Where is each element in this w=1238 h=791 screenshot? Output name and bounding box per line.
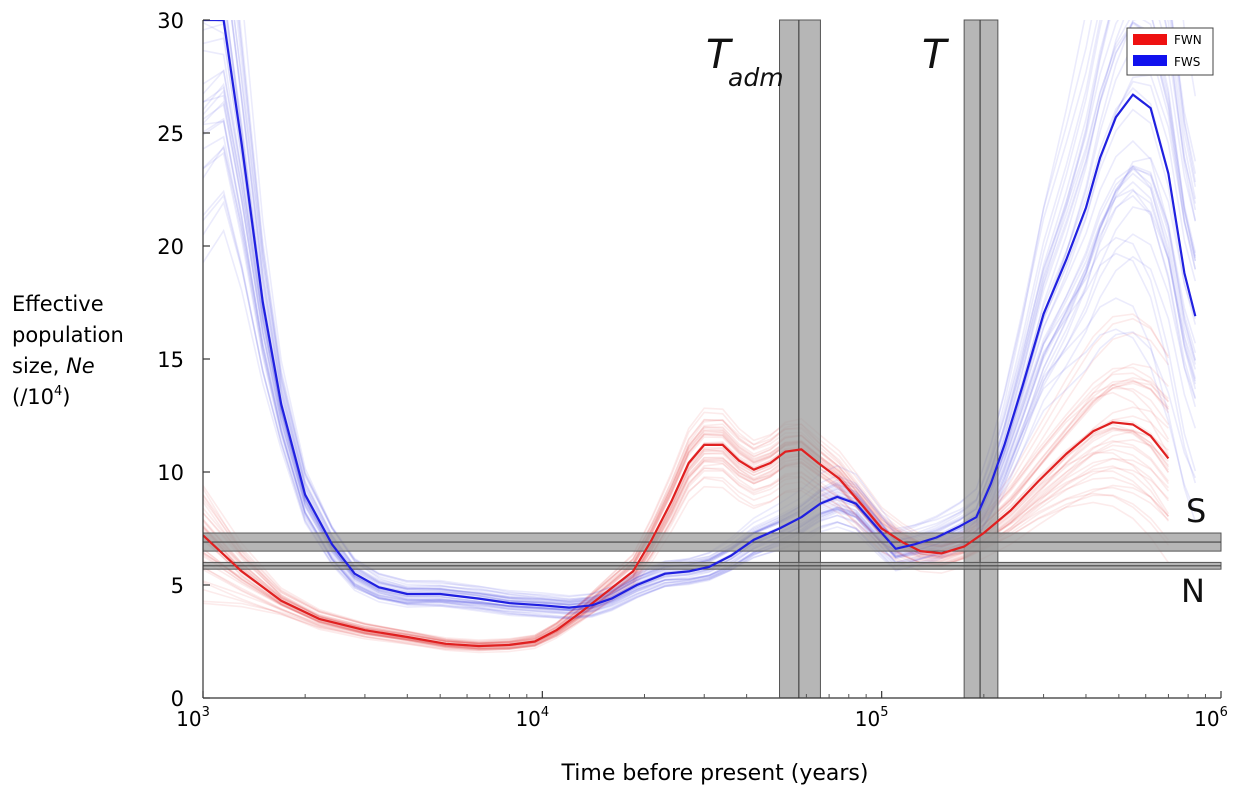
fws-bootstrap-line xyxy=(203,37,1197,611)
legend-label-fws: FWS xyxy=(1174,55,1200,69)
y-axis-label: Effective population size, Ne (/104) xyxy=(12,292,124,409)
fwn-bootstrap-line xyxy=(203,451,1170,650)
fws-bootstrap-line xyxy=(230,20,1197,605)
bootstrap-replicate-lines xyxy=(203,20,1197,654)
x-axis-label: Time before present (years) xyxy=(561,761,869,786)
fwn-bootstrap-line xyxy=(203,382,1169,645)
time-bands xyxy=(779,19,999,699)
y-tick-label: 15 xyxy=(157,348,184,372)
fwn-bootstrap-line xyxy=(203,376,1169,645)
y-tick-label: 25 xyxy=(157,122,184,146)
fwn-bootstrap-line xyxy=(203,380,1169,645)
fwn-bootstrap-line xyxy=(203,332,1170,643)
population-bands xyxy=(202,532,1222,570)
band-label-t: T xyxy=(922,32,950,78)
y-axis-label-line-4: (/104) xyxy=(12,384,70,409)
fwn-bootstrap-line xyxy=(203,313,1170,641)
fwn-mean-line xyxy=(203,421,1170,648)
legend-swatch-fwn xyxy=(1133,34,1167,45)
legend-label-fwn: FWN xyxy=(1174,33,1202,47)
fwn-bootstrap-line xyxy=(203,457,1170,650)
mean-curves xyxy=(203,20,1197,648)
band-label-t-adm: T adm xyxy=(706,32,784,92)
y-tick-label: 0 xyxy=(171,687,184,711)
fws-mean-line xyxy=(203,20,1197,609)
fwn-bootstrap-line xyxy=(203,406,1169,646)
fwn-bootstrap-line xyxy=(203,459,1170,651)
fwn-bootstrap-line xyxy=(203,317,1170,642)
fwn-bootstrap-line xyxy=(203,433,1169,649)
axes xyxy=(202,20,1221,699)
fwn-bootstrap-line xyxy=(203,450,1169,650)
band-label-s: S xyxy=(1186,492,1206,530)
fws-bootstrap-line xyxy=(203,44,1197,607)
fwn-bootstrap-line xyxy=(203,387,1170,645)
fwn-bootstrap-line xyxy=(203,372,1170,644)
svg-text:T: T xyxy=(706,32,734,78)
svg-text:adm: adm xyxy=(728,63,784,92)
y-tick-label: 5 xyxy=(171,574,184,598)
fwn-bootstrap-line xyxy=(203,379,1170,645)
x-tick-label: 104 xyxy=(515,705,549,731)
fwn-bootstrap-line xyxy=(203,447,1169,650)
y-axis-label-line-1: Effective xyxy=(12,292,104,316)
y-tick-label: 30 xyxy=(157,9,184,33)
fwn-bootstrap-line xyxy=(203,446,1169,650)
time-band-t-adm xyxy=(779,19,821,699)
fwn-bootstrap-line xyxy=(203,444,1170,648)
fwn-bootstrap-line xyxy=(203,366,1170,644)
fwn-bootstrap-line xyxy=(203,363,1169,643)
y-axis-label-line-3: size, Ne xyxy=(12,354,95,378)
y-axis-label-line-2: population xyxy=(12,323,124,347)
band-label-n: N xyxy=(1181,572,1205,610)
fwn-bootstrap-line xyxy=(203,476,1170,651)
x-tick-label: 105 xyxy=(855,705,889,731)
fwn-bootstrap-line xyxy=(203,465,1170,650)
fwn-bootstrap-line xyxy=(203,469,1170,654)
fwn-bootstrap-line xyxy=(203,448,1170,649)
legend-swatch-fws xyxy=(1133,55,1167,66)
x-ticks: 103 104 105 106 xyxy=(176,691,1228,731)
fwn-bootstrap-line xyxy=(203,384,1170,645)
x-tick-label: 103 xyxy=(176,705,210,731)
y-ticks: 0 5 10 15 20 25 30 xyxy=(157,9,210,711)
fws-bootstrap-line xyxy=(226,20,1197,604)
fwn-bootstrap-line xyxy=(203,442,1169,651)
svg-text:T: T xyxy=(922,32,950,78)
fws-bootstrap-line xyxy=(203,49,1197,610)
legend: FWN FWS xyxy=(1126,27,1214,76)
time-band-t xyxy=(963,19,999,699)
fwn-bootstrap-line xyxy=(203,380,1170,644)
y-tick-label: 10 xyxy=(157,461,184,485)
fwn-bootstrap-line xyxy=(203,391,1170,646)
x-tick-label: 106 xyxy=(1194,705,1228,731)
y-tick-label: 20 xyxy=(157,235,184,259)
fwn-bootstrap-line xyxy=(203,467,1170,652)
